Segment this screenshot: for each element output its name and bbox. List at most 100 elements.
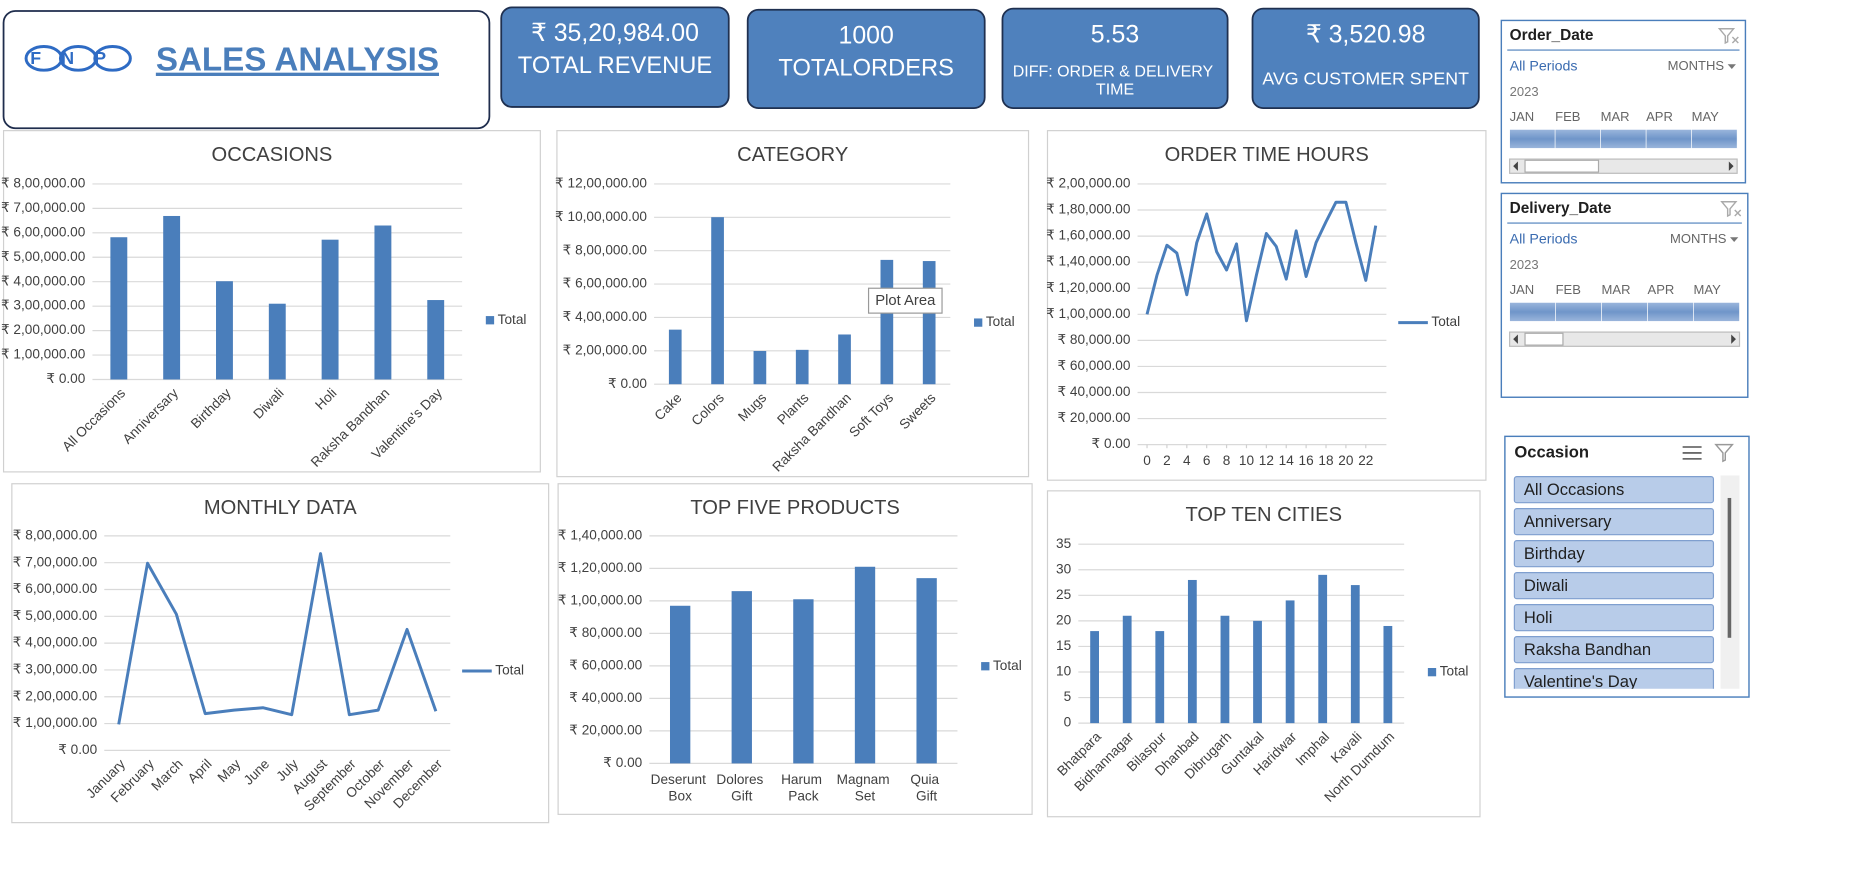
logo-ring [93, 45, 132, 72]
x-tick-label: 0 [1143, 453, 1151, 468]
kpi-label: AVG CUSTOMER SPENT [1262, 68, 1469, 88]
y-tick-label: 0 [1064, 715, 1072, 730]
line-series [117, 552, 438, 725]
bar [1285, 600, 1295, 724]
month-label: MAY [1694, 282, 1722, 297]
y-tick-label: ₹ 0.00 [608, 376, 647, 391]
slicer-items: All Occasions Anniversary Birthday Diwali Ho… [1513, 476, 1715, 695]
month-label: APR [1646, 109, 1673, 124]
scrollbar-track [1509, 331, 1741, 347]
y-tick-label: ₹ 1,80,000.00 [1046, 202, 1131, 217]
scrollbar-thumb[interactable] [1524, 159, 1600, 173]
y-tick-label: ₹ 8,00,000.00 [1, 176, 86, 191]
slicer-item[interactable] [1513, 604, 1715, 632]
dropdown-arrow [1730, 237, 1739, 243]
bar [669, 605, 691, 764]
y-tick-label: ₹ 0.00 [603, 755, 642, 770]
slicer-title: Occasion [1514, 442, 1589, 461]
slicer-item-label[interactable]: Raksha Bandhan [1524, 640, 1651, 659]
slicer-item-label[interactable]: Birthday [1524, 544, 1586, 563]
x-tick-label: Quia Gift [910, 772, 943, 804]
month-cell[interactable] [1691, 129, 1738, 149]
slicer-item-label[interactable]: All Occasions [1524, 480, 1624, 499]
kpi-box [1251, 7, 1480, 110]
bar [1187, 579, 1197, 724]
bar [374, 225, 392, 380]
y-tick-label: ₹ 20,000.00 [569, 722, 642, 737]
month-cell[interactable] [1509, 302, 1556, 322]
clear-filter-icon[interactable] [1714, 443, 1734, 463]
y-tick-label: ₹ 2,00,000.00 [1, 322, 86, 337]
bar [795, 349, 809, 385]
y-tick-label: ₹ 7,00,000.00 [13, 554, 98, 569]
clear-filter-icon[interactable] [1720, 201, 1742, 218]
bar [1122, 615, 1132, 724]
slicer-selection[interactable]: All Periods [1510, 231, 1578, 247]
month-cell[interactable] [1645, 129, 1692, 149]
slicer-item-label[interactable]: Anniversary [1524, 512, 1612, 531]
slicer-item-label[interactable]: Diwali [1524, 576, 1568, 595]
slicer-item[interactable] [1513, 476, 1715, 504]
chart-title: OCCASIONS [212, 144, 333, 166]
chart-title: MONTHLY DATA [204, 497, 357, 519]
month-cell[interactable] [1601, 302, 1648, 322]
y-tick-label: ₹ 8,00,000.00 [563, 242, 648, 257]
y-tick-label: ₹ 1,40,000.00 [558, 527, 643, 542]
month-cell[interactable] [1555, 302, 1602, 322]
legend-swatch [981, 662, 990, 671]
slicer-item-label[interactable]: Holi [1524, 608, 1553, 627]
clear-filter-icon[interactable] [1717, 28, 1739, 45]
x-tick-label: 6 [1203, 453, 1211, 468]
y-tick-label: ₹ 4,00,000.00 [13, 635, 98, 650]
month-cell[interactable] [1554, 129, 1601, 149]
kpi-value: 5.53 [1091, 20, 1139, 48]
x-tick-label: 20 [1338, 453, 1354, 468]
chart: TOP FIVE PRODUCTS ₹ 0.00 ₹ 20,000.00 ₹ 40,0… [557, 483, 1033, 815]
bar [668, 329, 682, 385]
slicer-item[interactable] [1513, 668, 1715, 695]
legend-label: Total [498, 312, 527, 327]
slicer-item[interactable] [1513, 540, 1715, 568]
header-box [2, 10, 491, 130]
bar [1090, 631, 1099, 724]
month-cell[interactable] [1647, 302, 1694, 322]
y-tick-label: ₹ 1,40,000.00 [1046, 254, 1131, 269]
slicer-level[interactable]: MONTHS [1668, 58, 1725, 73]
slicer-item[interactable] [1513, 636, 1715, 664]
y-tick-label: 15 [1056, 638, 1071, 653]
month-label: FEB [1555, 109, 1580, 124]
slicer-item-label[interactable]: Valentine's Day [1524, 672, 1638, 691]
bar [793, 599, 814, 764]
slicer-selection[interactable]: All Periods [1510, 58, 1578, 74]
bar [1253, 620, 1262, 724]
kpi-card: ₹ 35,20,984.00 TOTAL REVENUE [500, 6, 730, 108]
slicer-item[interactable] [1513, 508, 1715, 536]
y-tick-label: ₹ 20,000.00 [1057, 410, 1130, 425]
bar [1220, 615, 1230, 724]
kpi-card: 5.53 DIFF: ORDER & DELIVERY TIME [1001, 7, 1229, 110]
kpi-box [746, 8, 986, 110]
month-cell[interactable] [1600, 129, 1647, 149]
slicer-scroll-thumb[interactable] [1727, 497, 1732, 638]
x-tick-label: 2 [1163, 453, 1171, 468]
slicer-item[interactable] [1513, 572, 1715, 600]
slicer-frame [1500, 19, 1747, 184]
slicer-level[interactable]: MONTHS [1670, 231, 1727, 246]
kpi-label: TOTAL REVENUE [518, 53, 712, 79]
y-tick-label: 5 [1064, 689, 1072, 704]
month-cell[interactable] [1509, 129, 1556, 149]
bar [216, 281, 233, 380]
month-cell[interactable] [1693, 302, 1740, 322]
y-tick-label: ₹ 40,000.00 [1057, 384, 1130, 399]
kpi-label: TOTALORDERS [778, 55, 954, 81]
legend-label: Total [495, 663, 524, 678]
slicer-year: 2023 [1510, 257, 1539, 272]
bar [711, 217, 724, 385]
multi-select-icon[interactable] [1682, 446, 1702, 460]
legend-label: Total [993, 658, 1022, 673]
chart-title: ORDER TIME HOURS [1165, 144, 1369, 166]
y-tick-label: ₹ 1,20,000.00 [1046, 280, 1131, 295]
x-tick-label: Magnam Set [837, 772, 894, 804]
y-tick-label: ₹ 80,000.00 [569, 625, 642, 640]
scrollbar-thumb[interactable] [1524, 332, 1564, 346]
